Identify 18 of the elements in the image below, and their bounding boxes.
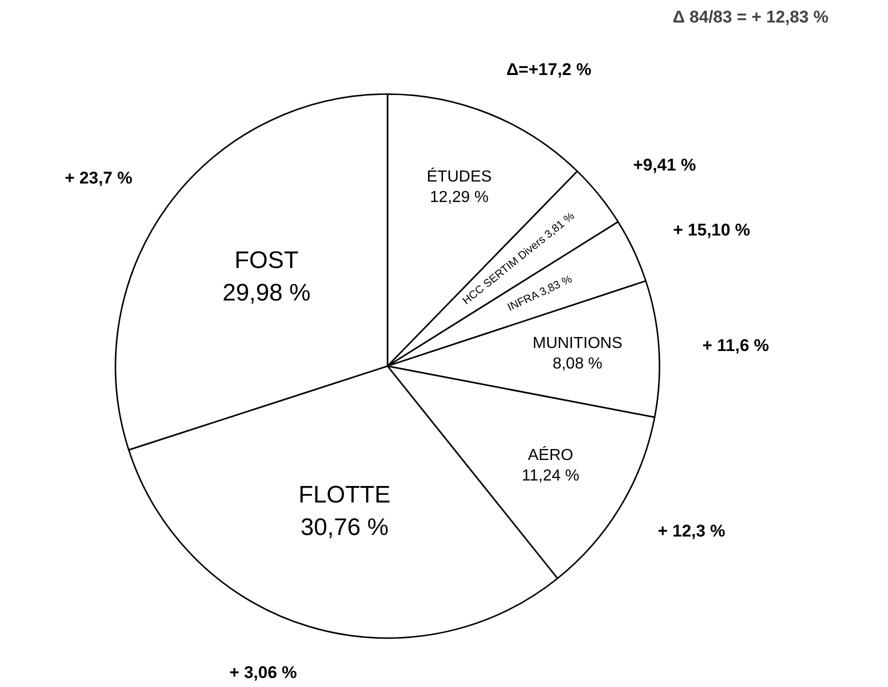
text: + 3,06 % <box>229 663 297 682</box>
text: + 11,6 % <box>702 336 770 355</box>
data-label: 12,29 % <box>430 188 489 206</box>
text: + 15,10 % <box>673 220 750 240</box>
data-label: 30,76 % <box>300 514 389 542</box>
text: +9,41 % <box>633 156 696 175</box>
text: Δ=+17,2 % <box>506 60 592 80</box>
text: + 23,7 % <box>64 168 132 188</box>
text: + 12,3 % <box>658 522 726 541</box>
text: Δ 84/83 = + 12,83 % <box>672 8 828 26</box>
data-label: 29,98 % <box>222 280 311 307</box>
slice-label: AÉRO <box>528 446 574 464</box>
slice-label: MUNITIONS <box>532 334 622 352</box>
slice-label: ÉTUDES <box>426 168 492 186</box>
slice-label: FLOTTE <box>298 482 391 509</box>
slice-label: FOST <box>234 247 299 274</box>
data-label: 8,08 % <box>552 355 602 372</box>
data-label: 11,24 % <box>522 467 580 484</box>
